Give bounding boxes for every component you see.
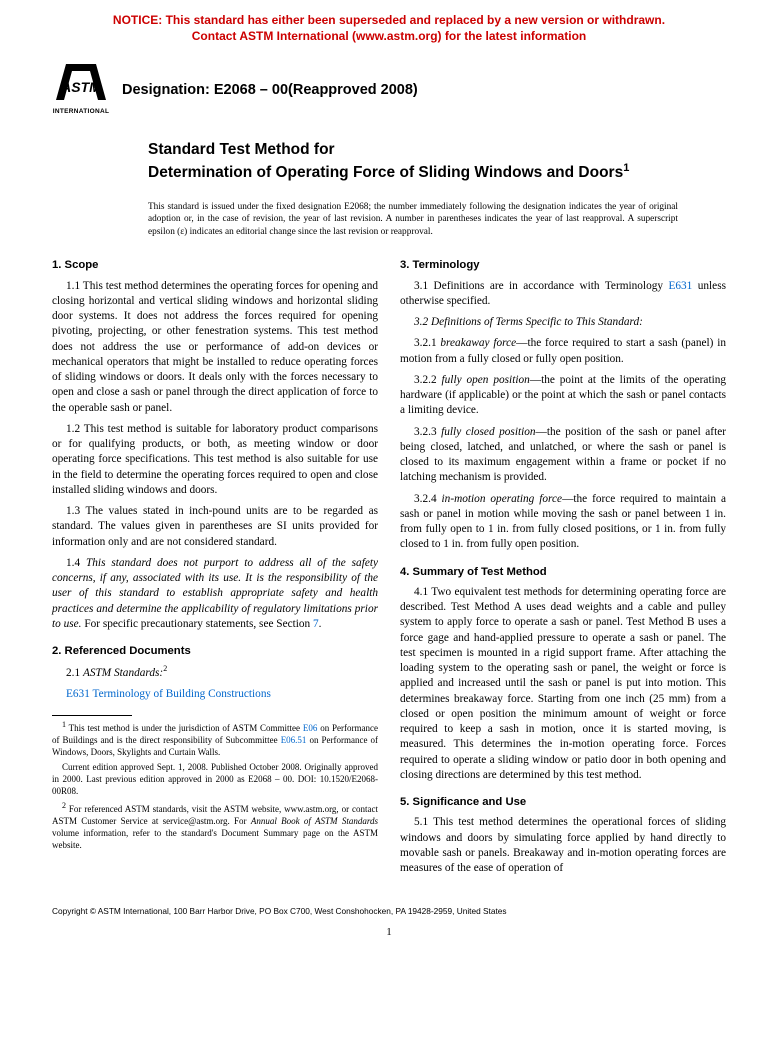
- svg-text:ASTM: ASTM: [60, 79, 101, 95]
- s3-p5: 3.2.3 fully closed position—the position…: [400, 425, 726, 486]
- s3-p5b: fully closed position: [441, 426, 535, 438]
- astm-logo-mark: ASTM: [52, 60, 110, 106]
- s2-p1sup: 2: [163, 664, 167, 673]
- s3-p5a: 3.2.3: [414, 426, 441, 438]
- footnote-rule: [52, 715, 132, 716]
- s1-p4a: 1.4: [66, 557, 86, 569]
- e631-link-2[interactable]: E631: [668, 280, 692, 292]
- copyright: Copyright © ASTM International, 100 Barr…: [0, 892, 778, 918]
- s1-p2: 1.2 This test method is suitable for lab…: [52, 422, 378, 498]
- title-pre: Standard Test Method for: [148, 140, 678, 160]
- s4-head: 4. Summary of Test Method: [400, 565, 726, 580]
- title-main-text: Determination of Operating Force of Slid…: [148, 164, 623, 181]
- fn1e: Current edition approved Sept. 1, 2008. …: [52, 761, 378, 797]
- s1-p4c: For specific precautionary statements, s…: [82, 618, 314, 630]
- s2-ref: E631 Terminology of Building Constructio…: [52, 687, 378, 702]
- s2-head: 2. Referenced Documents: [52, 644, 378, 659]
- header-row: ASTM INTERNATIONAL Designation: E2068 – …: [0, 48, 778, 118]
- s3-p6a: 3.2.4: [414, 493, 442, 505]
- e06-link[interactable]: E06: [303, 723, 318, 733]
- s1-p4d: .: [319, 618, 322, 630]
- s3-p3a: 3.2.1: [414, 337, 440, 349]
- s3-p3: 3.2.1 breakaway force—the force required…: [400, 336, 726, 367]
- astm-logo-text: INTERNATIONAL: [53, 108, 110, 115]
- s2-p1: 2.1 ASTM Standards:2: [52, 664, 378, 681]
- fn1b: This test method is under the jurisdicti…: [66, 723, 303, 733]
- s3-p4a: 3.2.2: [414, 374, 442, 386]
- s1-head: 1. Scope: [52, 258, 378, 273]
- s3-p1: 3.1 Definitions are in accordance with T…: [400, 279, 726, 310]
- title-block: Standard Test Method for Determination o…: [0, 118, 778, 190]
- fn2d: volume information, refer to the standar…: [52, 828, 378, 850]
- title-main: Determination of Operating Force of Slid…: [148, 161, 678, 183]
- e631-link[interactable]: E631: [66, 688, 90, 700]
- s3-p1a: 3.1 Definitions are in accordance with T…: [414, 280, 668, 292]
- astm-logo: ASTM INTERNATIONAL: [50, 56, 112, 118]
- e0651-link[interactable]: E06.51: [281, 735, 307, 745]
- fn1: 1 This test method is under the jurisdic…: [52, 720, 378, 758]
- s3-p4: 3.2.2 fully open position—the point at t…: [400, 373, 726, 419]
- s5-head: 5. Significance and Use: [400, 795, 726, 810]
- s3-p3b: breakaway force: [440, 337, 516, 349]
- s2-p1b: ASTM Standards:: [83, 667, 163, 679]
- e631-text[interactable]: Terminology of Building Constructions: [90, 688, 271, 700]
- s3-head: 3. Terminology: [400, 258, 726, 273]
- s3-p6b: in-motion operating force: [442, 493, 563, 505]
- s3-p2: 3.2 Definitions of Terms Specific to Thi…: [400, 315, 726, 330]
- s5-p1: 5.1 This test method determines the oper…: [400, 815, 726, 876]
- fn2c: Annual Book of ASTM Standards: [251, 816, 378, 826]
- notice-line1: NOTICE: This standard has either been su…: [113, 13, 665, 27]
- fn2: 2 For referenced ASTM standards, visit t…: [52, 801, 378, 852]
- right-column: 3. Terminology 3.1 Definitions are in ac…: [400, 258, 726, 882]
- notice-banner: NOTICE: This standard has either been su…: [0, 0, 778, 48]
- page-number: 1: [0, 918, 778, 950]
- notice-line2: Contact ASTM International (www.astm.org…: [192, 29, 586, 43]
- s1-p3: 1.3 The values stated in inch-pound unit…: [52, 504, 378, 550]
- title-sup: 1: [623, 162, 629, 174]
- body-columns: 1. Scope 1.1 This test method determines…: [0, 238, 778, 892]
- designation: Designation: E2068 – 00(Reapproved 2008): [122, 76, 418, 98]
- s4-p1: 4.1 Two equivalent test methods for dete…: [400, 585, 726, 783]
- s3-p4b: fully open position: [442, 374, 530, 386]
- s2-p1a: 2.1: [66, 667, 83, 679]
- issuance-note: This standard is issued under the fixed …: [0, 191, 778, 239]
- s1-p4: 1.4 This standard does not purport to ad…: [52, 556, 378, 632]
- s3-p6: 3.2.4 in-motion operating force—the forc…: [400, 492, 726, 553]
- s1-p1: 1.1 This test method determines the oper…: [52, 279, 378, 416]
- left-column: 1. Scope 1.1 This test method determines…: [52, 258, 378, 882]
